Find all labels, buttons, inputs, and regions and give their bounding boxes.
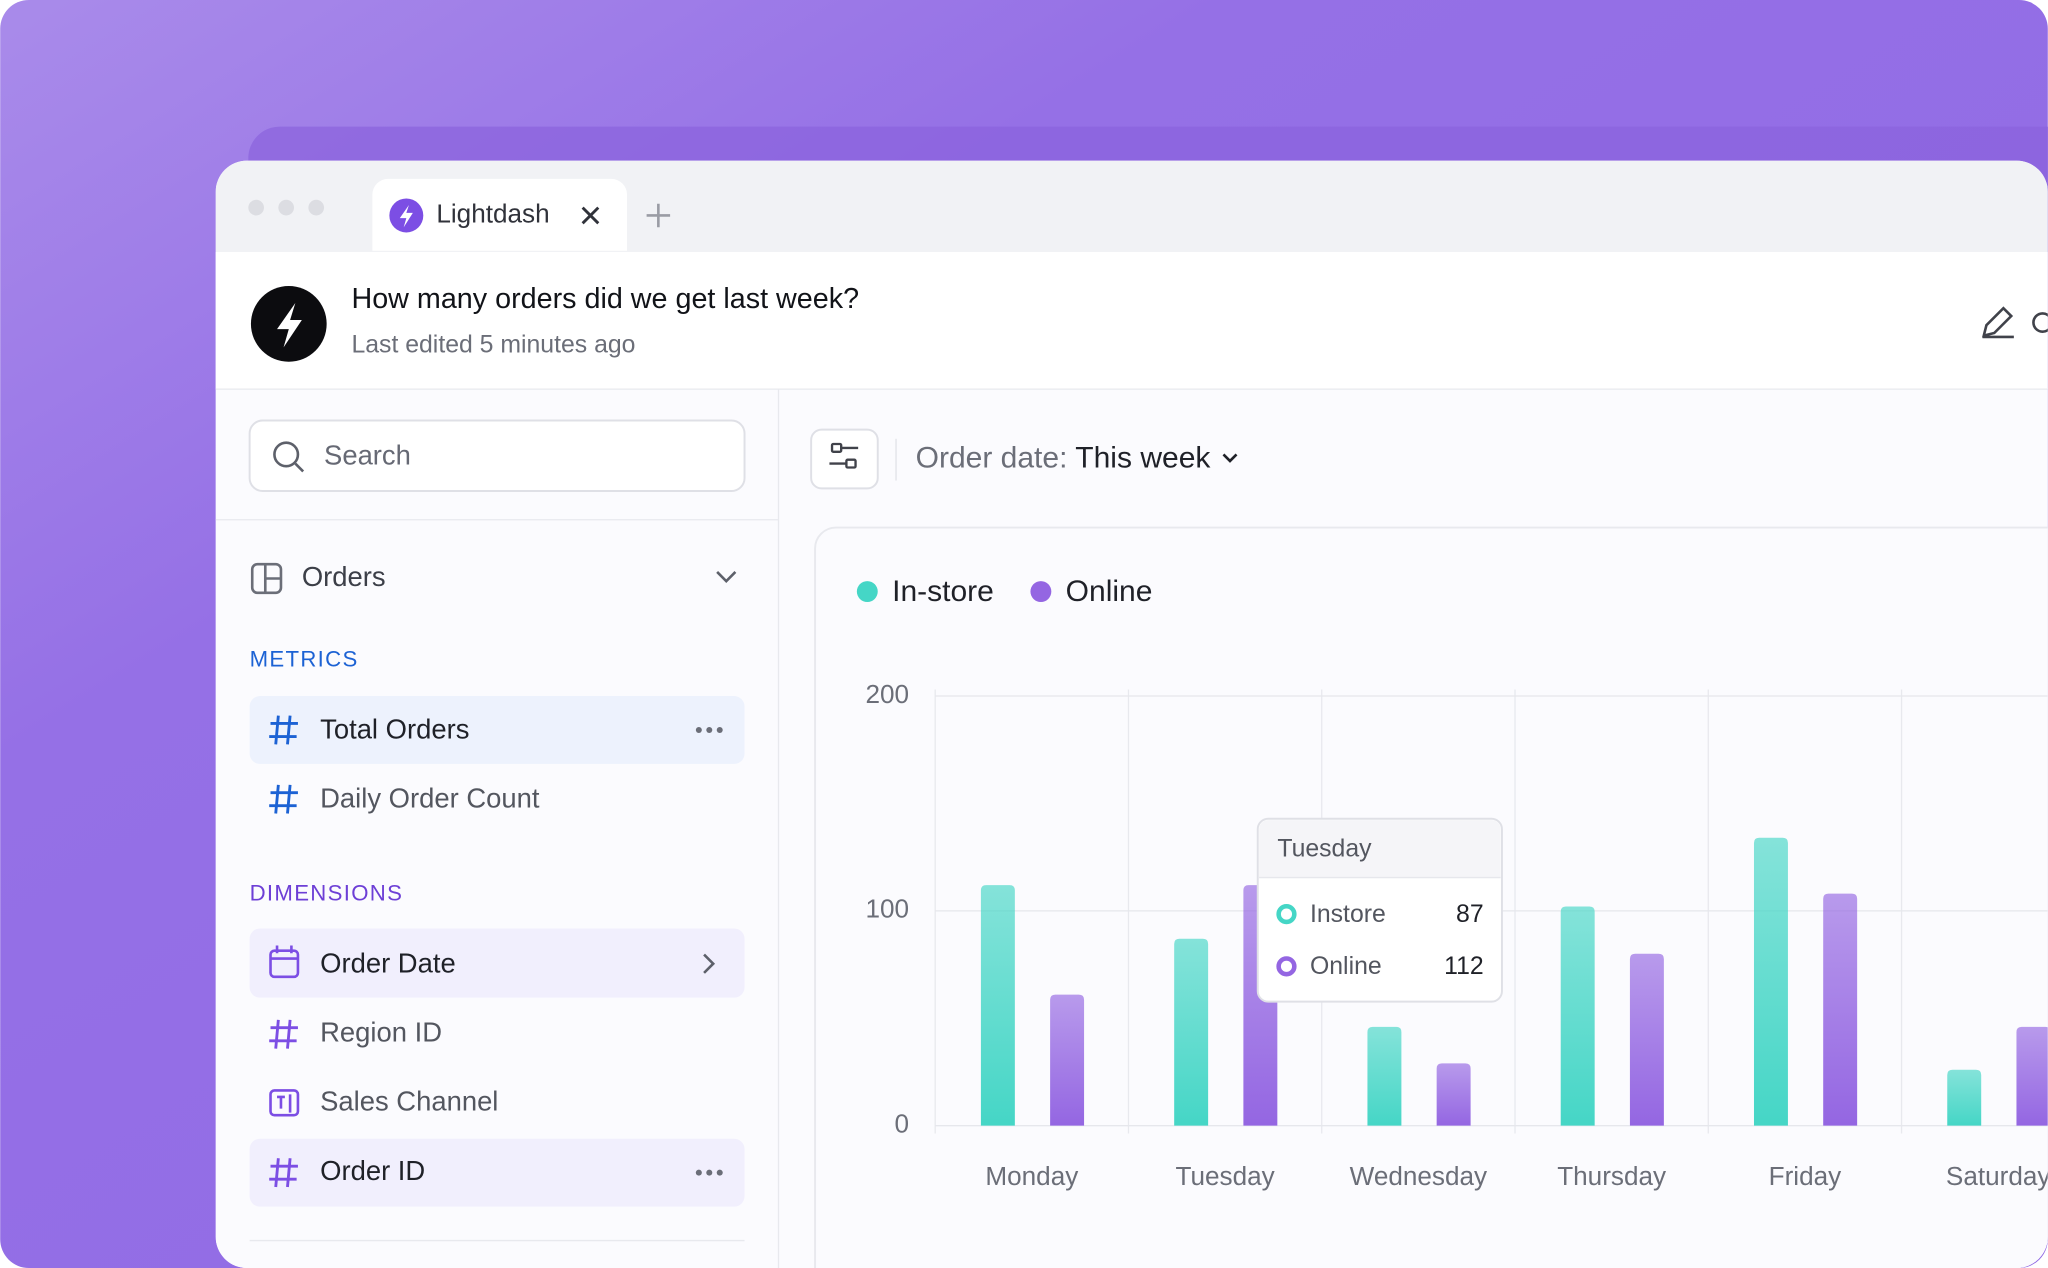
dimension-row-hover[interactable] (249, 1138, 745, 1207)
search-icon (294, 462, 305, 473)
page-title: How many orders did we get last week? (351, 283, 859, 315)
tab-close[interactable] (581, 206, 600, 225)
x-tick-label: Wednesday (1350, 1161, 1487, 1191)
legend-swatch (856, 581, 878, 603)
tooltip-series: Online (1310, 953, 1382, 980)
x-tick-label: Thursday (1557, 1161, 1666, 1191)
y-tick-label: 200 (866, 679, 910, 709)
chevron-right[interactable] (703, 953, 716, 974)
bar (1174, 938, 1209, 1126)
tooltip-header-bg (1259, 820, 1501, 878)
legend-swatch (1030, 581, 1052, 603)
browser-window: Lightdash How many orders did we get las… (215, 160, 2048, 1268)
more-icon[interactable] (695, 726, 723, 733)
window-dot (278, 199, 295, 216)
metric-name[interactable]: Total Orders (320, 714, 469, 745)
y-tick-label: 0 (895, 1109, 910, 1139)
filter-label: Order date: (916, 442, 1068, 475)
tooltip-value: 87 (1456, 901, 1484, 928)
active-tab[interactable] (372, 178, 628, 251)
string-icon (269, 1089, 300, 1117)
calendar-icon (269, 949, 300, 979)
filter-value[interactable]: This week (1075, 442, 1211, 475)
hash-icon (269, 715, 298, 745)
dimension-row-selected[interactable] (249, 928, 745, 998)
dimension-name[interactable]: Sales Channel (320, 1086, 498, 1117)
search-placeholder: Search (324, 439, 411, 470)
bar (980, 885, 1015, 1126)
legend-label: Online (1066, 575, 1153, 608)
table-icon (263, 564, 281, 593)
bar (1947, 1069, 1982, 1126)
link-icon[interactable] (2032, 312, 2048, 333)
legend-label: In-store (892, 575, 994, 608)
tooltip-swatch (1276, 903, 1297, 925)
page-subtitle: Last edited 5 minutes ago (351, 332, 635, 359)
tab-title: Lightdash (436, 198, 549, 228)
metric-row-selected[interactable] (249, 696, 745, 764)
filter-button[interactable] (810, 428, 879, 490)
window-dot (248, 199, 264, 216)
logo-bolt (277, 302, 302, 348)
bar (1367, 1026, 1402, 1126)
x-tick-label: Monday (985, 1161, 1078, 1191)
tooltip-swatch (1276, 956, 1297, 977)
tab-icon-bolt (399, 205, 413, 228)
bar (1823, 893, 1858, 1126)
window-dot (308, 199, 325, 216)
bar (1560, 906, 1595, 1126)
chevron-down[interactable] (716, 571, 737, 583)
table-name[interactable]: Orders (302, 561, 386, 592)
bar (1050, 994, 1085, 1126)
new-tab[interactable] (646, 203, 671, 228)
bar (1753, 837, 1788, 1126)
filter-icon (829, 442, 859, 469)
string-icon (277, 1094, 292, 1113)
x-tick-label: Friday (1769, 1161, 1842, 1191)
header (215, 252, 2048, 390)
calendar-icon (270, 945, 298, 960)
chevron-down[interactable] (1222, 453, 1238, 463)
hash-icon (269, 1158, 298, 1188)
tooltip-title: Tuesday (1277, 836, 1372, 863)
edit-icon[interactable] (1982, 306, 2014, 339)
metrics-heading: METRICS (250, 647, 359, 672)
tooltip-value: 112 (1444, 953, 1484, 980)
metric-name[interactable]: Daily Order Count (320, 783, 540, 814)
dimension-name[interactable]: Region ID (320, 1016, 442, 1047)
hash-icon (269, 1019, 298, 1049)
dimensions-heading: DIMENSIONS (250, 880, 404, 905)
tooltip: Tuesday Instore 87 Online 112 (1256, 817, 1503, 1003)
bar (1629, 953, 1664, 1126)
bar (2016, 1026, 2048, 1126)
y-tick-label: 100 (866, 894, 910, 924)
search-box[interactable] (248, 419, 746, 492)
search-icon (273, 441, 300, 468)
dimension-name[interactable]: Order ID (320, 1155, 425, 1186)
x-tick-label: Tuesday (1176, 1161, 1275, 1191)
chart: In-store Online 0 100 200 Monday Tuesday Wednes… (856, 575, 2048, 1191)
hash-icon (269, 784, 298, 814)
x-tick-label: Saturday (1946, 1161, 2048, 1191)
tooltip-series: Instore (1310, 901, 1386, 928)
dimension-name[interactable]: Order Date (320, 947, 456, 978)
more-icon[interactable] (695, 1169, 723, 1176)
bar (1436, 1063, 1471, 1126)
